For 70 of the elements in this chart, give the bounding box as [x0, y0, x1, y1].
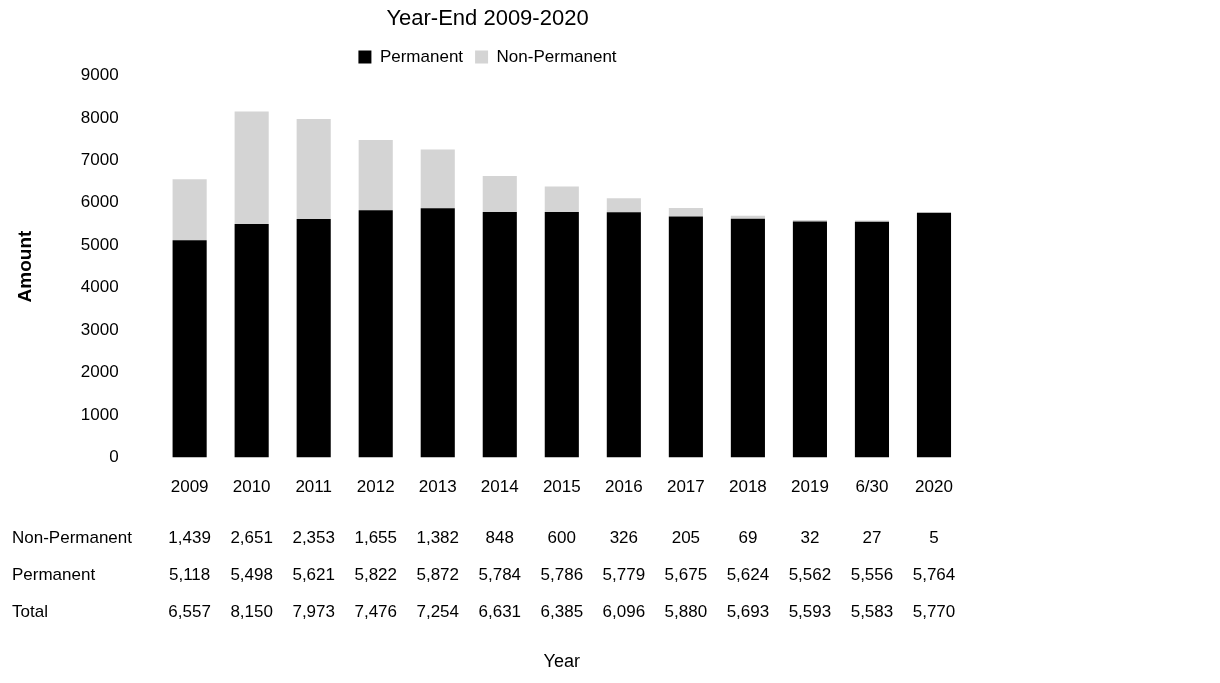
chart-title: Year-End 2009-2020: [386, 5, 589, 31]
data-label: 1,655: [354, 527, 397, 547]
text: 7,973: [292, 601, 335, 621]
data-label: 600: [547, 527, 576, 547]
data-label: 2,353: [292, 527, 335, 547]
x-tick-label: 2011: [295, 477, 332, 497]
x-tick-label: 2013: [418, 477, 457, 497]
y-axis-title: Amount: [13, 229, 35, 303]
data-label: 5,872: [416, 564, 460, 584]
x-tick-label: 2015: [542, 477, 581, 497]
x-tick-label: 6/30: [855, 477, 889, 497]
y-tick-label: 9000: [80, 65, 119, 85]
text: 5,880: [664, 601, 708, 621]
data-label: 2,651: [230, 527, 273, 547]
y-tick-label: 2000: [80, 362, 119, 382]
data-label: 5,621: [292, 564, 335, 584]
data-label: 205: [671, 527, 701, 547]
y-tick-label: 0: [109, 447, 119, 467]
text: 5,593: [788, 601, 832, 621]
text: 7,254: [416, 601, 460, 621]
y-tick-label: 1000: [80, 404, 119, 424]
text: 6,631: [478, 601, 522, 621]
text: 5,583: [850, 601, 894, 621]
data-label: 5,786: [540, 564, 584, 584]
text: Total: [12, 601, 48, 621]
data-label: 848: [485, 527, 514, 547]
x-tick-label: 2018: [728, 477, 767, 497]
text: 6,385: [540, 601, 584, 621]
x-tick-label: 2010: [232, 477, 271, 497]
text: 5,693: [726, 601, 770, 621]
x-tick-label: 2017: [666, 477, 705, 497]
data-label: 5,118: [168, 564, 211, 584]
text: 6,096: [602, 601, 646, 621]
data-label: 5,784: [478, 564, 522, 584]
x-tick-label: 2020: [915, 477, 953, 497]
legend-label: Permanent: [379, 46, 464, 66]
x-tick-label: 2009: [170, 477, 209, 497]
data-label: 1,382: [416, 527, 460, 547]
x-tick-label: 2012: [356, 477, 395, 497]
data-label: 5,498: [230, 564, 273, 584]
y-tick-label: 8000: [80, 107, 119, 127]
data-label: 27: [862, 527, 882, 547]
text: 5,770: [912, 601, 956, 621]
y-tick-label: 7000: [80, 150, 119, 170]
data-label: 1,439: [168, 527, 211, 547]
y-tick-label: 3000: [80, 319, 119, 339]
data-label: 5,556: [850, 564, 894, 584]
x-tick-label: 2014: [480, 477, 519, 497]
text: 8,150: [230, 601, 273, 621]
data-label: 5,675: [664, 564, 708, 584]
y-tick-label: 5000: [80, 234, 119, 254]
text: 6,557: [168, 601, 211, 621]
data-label: 5,779: [602, 564, 646, 584]
legend-label: Non-Permanent: [496, 46, 617, 66]
data-label: 32: [800, 527, 820, 547]
data-label: 5,764: [912, 564, 956, 584]
data-label: 5,562: [788, 564, 832, 584]
text: Permanent: [12, 564, 96, 584]
data-label: 5,624: [726, 564, 770, 584]
text: Year: [543, 650, 580, 671]
x-tick-label: 2016: [604, 477, 643, 497]
y-tick-label: 4000: [80, 277, 119, 297]
text: Non-Permanent: [12, 527, 133, 547]
data-label: 69: [738, 527, 758, 547]
text: 7,476: [354, 601, 397, 621]
data-label: 326: [609, 527, 639, 547]
data-label: 5,822: [354, 564, 397, 584]
x-tick-label: 2019: [791, 477, 829, 497]
data-label: 5: [929, 527, 939, 547]
y-tick-label: 6000: [80, 192, 119, 212]
